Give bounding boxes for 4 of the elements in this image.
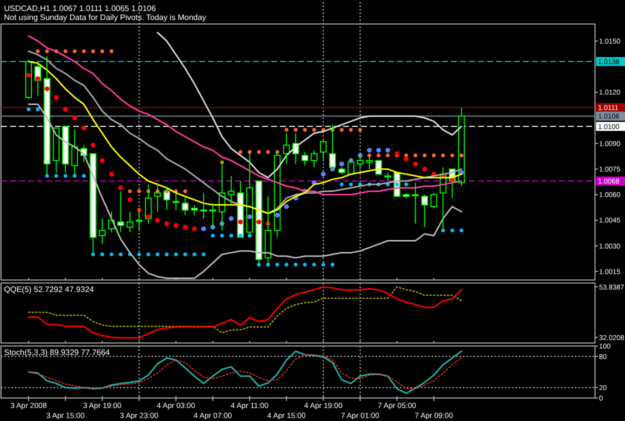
- chart-title: Stoch(5,3,3) 89.9329 77.7664: [4, 348, 110, 357]
- chart-title: QQE(5) 52.7292 47.9324: [4, 285, 94, 294]
- chart-subtitle: Not using Sunday Data for Daily Pivots. Today is Monday: [4, 13, 206, 22]
- chart-title: USDCAD,H1 1.0067 1.0111 1.0065 1.0106: [4, 4, 156, 13]
